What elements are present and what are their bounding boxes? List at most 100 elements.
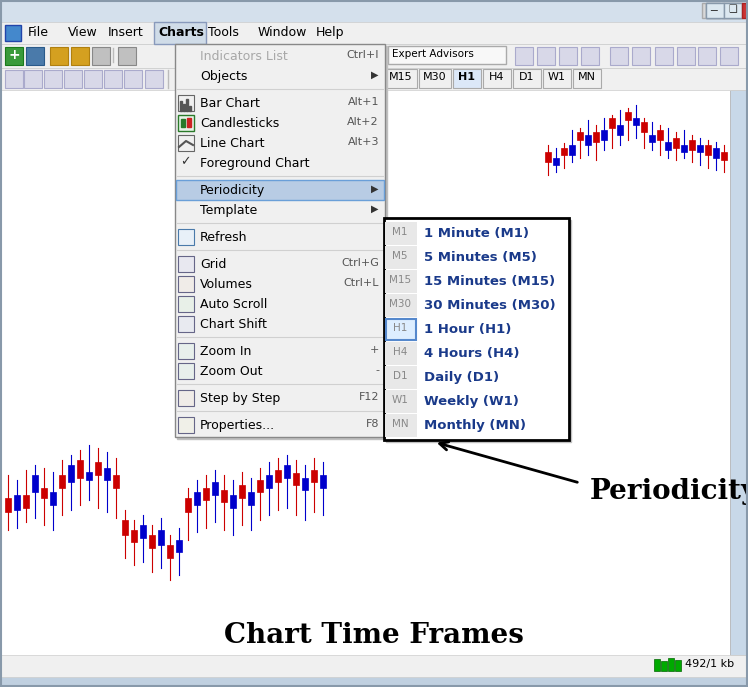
Text: Step by Step: Step by Step [200,392,280,405]
Bar [385,294,417,317]
Bar [26,47,44,65]
Text: D1: D1 [519,72,535,82]
Bar [154,22,206,44]
Bar [585,135,591,145]
Bar [176,180,384,200]
Text: Weekly (W1): Weekly (W1) [424,395,519,408]
Text: W1: W1 [548,72,566,82]
Bar [180,101,182,111]
Bar [185,498,191,512]
Text: Help: Help [316,26,345,39]
Text: View: View [68,26,98,39]
Text: 5 Minutes (M5): 5 Minutes (M5) [424,251,537,264]
Bar [385,342,417,365]
Text: 1 Minute (M1): 1 Minute (M1) [424,227,529,240]
Bar [384,218,569,440]
Bar [194,492,200,505]
Bar [483,69,511,88]
Bar [581,47,599,65]
Bar [713,148,719,158]
Text: M15: M15 [389,72,413,82]
Bar [388,46,506,64]
Bar [706,3,724,18]
Bar [705,145,711,155]
Text: Template: Template [200,204,257,217]
Bar [104,70,122,88]
Bar [706,3,724,18]
Bar [513,69,541,88]
Text: D1: D1 [393,371,408,381]
Bar [545,152,551,162]
Bar [569,145,575,155]
Bar [122,520,128,535]
Text: W1: W1 [391,395,408,405]
Bar [386,319,416,340]
Text: Bar Chart: Bar Chart [200,97,260,110]
Bar [617,125,623,135]
Text: M30: M30 [423,72,447,82]
Bar [131,530,137,542]
Bar [385,414,417,437]
Bar [167,545,173,558]
Bar [92,47,110,65]
Bar [14,495,20,510]
Text: ─: ─ [710,5,717,15]
Text: Expert Advisors: Expert Advisors [392,49,474,59]
Bar [654,659,660,671]
Bar [311,470,317,482]
Bar [385,318,417,341]
Bar [95,462,101,475]
Bar [5,70,23,88]
Bar [0,68,748,90]
Bar [657,130,663,140]
Text: Window: Window [258,26,307,39]
Text: Volumes: Volumes [200,278,253,291]
Bar [32,475,38,492]
Text: ▶: ▶ [371,70,378,80]
Text: ▶: ▶ [371,204,378,214]
Text: H1: H1 [393,323,407,333]
Text: H1: H1 [459,72,476,82]
Bar [661,661,667,671]
Bar [203,488,209,500]
Bar [181,119,185,127]
Bar [385,366,417,389]
Bar [178,276,194,292]
Text: ✕: ✕ [746,4,748,14]
Bar [41,488,47,498]
Text: File: File [28,26,49,39]
Bar [385,69,417,88]
Bar [702,3,720,18]
Text: H4: H4 [489,72,505,82]
Bar [665,142,671,150]
Bar [593,132,599,142]
Bar [559,47,577,65]
Bar [177,46,387,439]
Bar [50,492,56,505]
Bar [453,69,481,88]
Bar [178,296,194,312]
Bar [385,390,417,413]
Bar [515,47,533,65]
Bar [50,47,68,65]
Text: H4: H4 [393,347,407,357]
Text: Ctrl+L: Ctrl+L [343,278,379,288]
Bar [186,99,188,111]
Text: M15: M15 [389,275,411,285]
Bar [266,475,272,488]
Bar [23,495,29,508]
Text: Daily (D1): Daily (D1) [424,371,499,384]
Text: 30 Minutes (M30): 30 Minutes (M30) [424,299,556,312]
Text: Indicators List: Indicators List [200,50,288,63]
Text: M5: M5 [392,251,408,261]
Bar [302,478,308,490]
Bar [730,90,748,655]
Bar [681,145,687,152]
Bar [44,70,62,88]
Bar [706,3,724,18]
Text: Tools: Tools [208,26,239,39]
Bar [689,140,695,150]
Bar [573,69,601,88]
Bar [601,130,607,140]
Bar [104,468,110,480]
